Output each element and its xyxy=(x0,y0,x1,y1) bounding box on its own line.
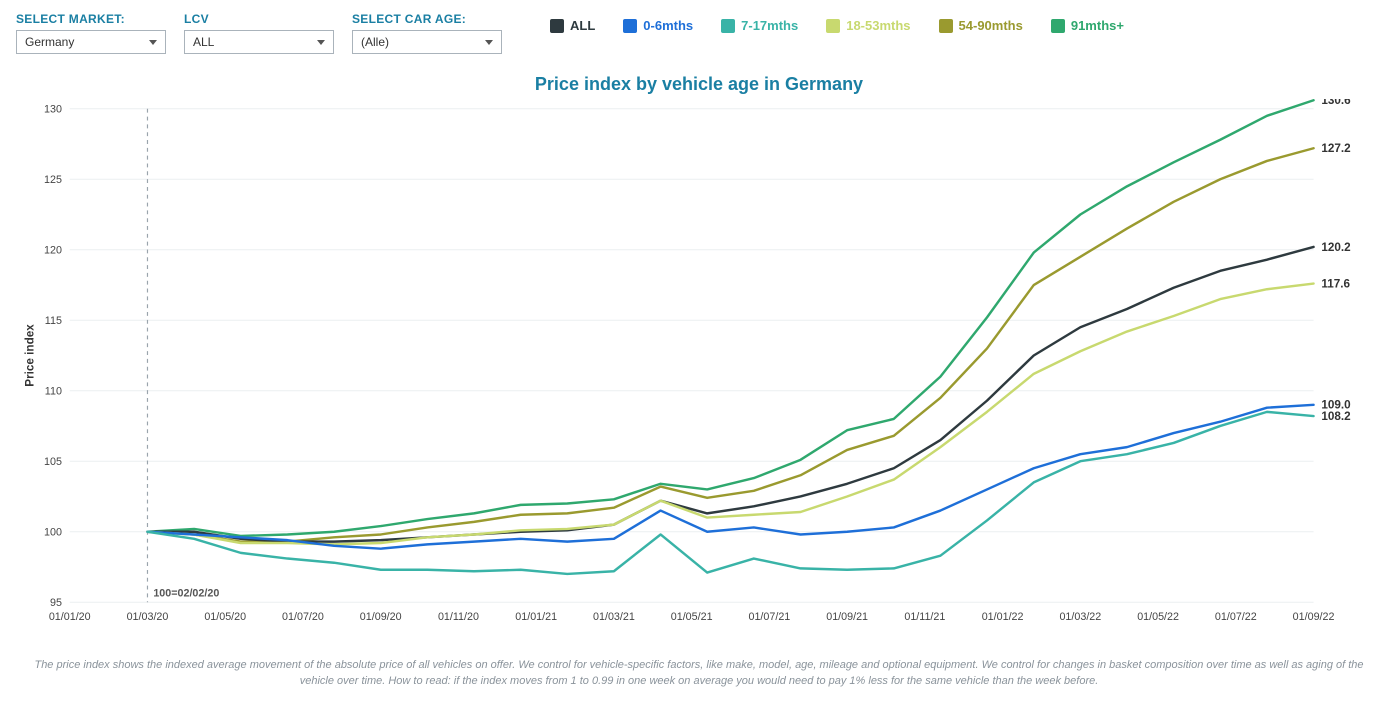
svg-text:01/11/20: 01/11/20 xyxy=(438,611,479,623)
car-age-value: (Alle) xyxy=(361,35,389,49)
market-control: SELECT MARKET: Germany xyxy=(16,12,166,54)
legend-item[interactable]: 0-6mths xyxy=(623,18,693,33)
end-label-m7_17: 108.2 xyxy=(1321,410,1351,423)
car-age-label: SELECT CAR AGE: xyxy=(352,12,502,26)
chevron-down-icon xyxy=(317,40,325,45)
market-label: SELECT MARKET: xyxy=(16,12,166,26)
svg-text:01/03/22: 01/03/22 xyxy=(1059,611,1101,623)
svg-text:01/09/22: 01/09/22 xyxy=(1293,611,1335,623)
chevron-down-icon xyxy=(485,40,493,45)
svg-text:01/09/21: 01/09/21 xyxy=(826,611,868,623)
end-label-m18_53: 117.6 xyxy=(1321,277,1350,290)
svg-text:01/11/21: 01/11/21 xyxy=(904,611,945,623)
legend-label: 54-90mths xyxy=(959,18,1023,33)
line-chart: 95 100 105 110 115 120 125 130 Price index 01/01/… xyxy=(16,99,1382,646)
market-dropdown[interactable]: Germany xyxy=(16,30,166,54)
svg-text:Price index: Price index xyxy=(24,324,37,387)
svg-text:01/09/20: 01/09/20 xyxy=(360,611,402,623)
svg-text:100=02/02/20: 100=02/02/20 xyxy=(153,587,219,599)
footnote-text: The price index shows the indexed averag… xyxy=(16,658,1382,689)
legend-swatch xyxy=(1051,19,1065,33)
lcv-dropdown[interactable]: ALL xyxy=(184,30,334,54)
legend-label: 18-53mths xyxy=(846,18,910,33)
lcv-label: LCV xyxy=(184,12,334,26)
svg-text:105: 105 xyxy=(44,456,62,468)
svg-text:110: 110 xyxy=(45,386,62,398)
legend-label: ALL xyxy=(570,18,595,33)
svg-text:01/01/20: 01/01/20 xyxy=(49,611,91,623)
svg-text:01/03/20: 01/03/20 xyxy=(127,611,169,623)
legend-swatch xyxy=(721,19,735,33)
svg-text:01/07/20: 01/07/20 xyxy=(282,611,324,623)
legend-item[interactable]: ALL xyxy=(550,18,595,33)
svg-text:100: 100 xyxy=(44,527,62,539)
legend-item[interactable]: 7-17mths xyxy=(721,18,798,33)
svg-text:01/01/21: 01/01/21 xyxy=(515,611,557,623)
lcv-value: ALL xyxy=(193,35,214,49)
series-m7_17 xyxy=(148,412,1314,574)
series-m91p xyxy=(148,100,1314,536)
series-m0_6 xyxy=(148,405,1314,549)
series-all xyxy=(148,247,1314,542)
chart-title: Price index by vehicle age in Germany xyxy=(16,74,1382,95)
car-age-control: SELECT CAR AGE: (Alle) xyxy=(352,12,502,54)
chevron-down-icon xyxy=(149,40,157,45)
legend-label: 0-6mths xyxy=(643,18,693,33)
legend-swatch xyxy=(939,19,953,33)
svg-text:01/05/22: 01/05/22 xyxy=(1137,611,1179,623)
end-label-m54_90: 127.2 xyxy=(1321,142,1351,155)
series-m18_53 xyxy=(148,284,1314,545)
legend-item[interactable]: 54-90mths xyxy=(939,18,1023,33)
chart-legend: ALL 0-6mths 7-17mths 18-53mths 54-90mths 91mt… xyxy=(550,12,1382,33)
end-label-all: 120.2 xyxy=(1321,241,1351,254)
svg-text:115: 115 xyxy=(45,315,62,327)
market-value: Germany xyxy=(25,35,74,49)
chart-area: 95 100 105 110 115 120 125 130 Price index 01/01/… xyxy=(16,99,1382,646)
legend-label: 7-17mths xyxy=(741,18,798,33)
legend-swatch xyxy=(826,19,840,33)
legend-label: 91mths+ xyxy=(1071,18,1124,33)
svg-text:95: 95 xyxy=(50,597,62,609)
legend-item[interactable]: 18-53mths xyxy=(826,18,910,33)
svg-text:01/07/22: 01/07/22 xyxy=(1215,611,1257,623)
legend-swatch xyxy=(550,19,564,33)
svg-text:01/05/21: 01/05/21 xyxy=(671,611,713,623)
svg-text:130: 130 xyxy=(44,104,62,116)
svg-text:01/07/21: 01/07/21 xyxy=(748,611,790,623)
svg-text:01/05/20: 01/05/20 xyxy=(204,611,246,623)
svg-text:120: 120 xyxy=(44,245,62,257)
svg-text:01/01/22: 01/01/22 xyxy=(982,611,1024,623)
lcv-control: LCV ALL xyxy=(184,12,334,54)
legend-swatch xyxy=(623,19,637,33)
svg-text:125: 125 xyxy=(44,174,62,186)
end-label-m91p: 130.6 xyxy=(1321,99,1351,107)
car-age-dropdown[interactable]: (Alle) xyxy=(352,30,502,54)
legend-item[interactable]: 91mths+ xyxy=(1051,18,1124,33)
svg-text:01/03/21: 01/03/21 xyxy=(593,611,635,623)
top-bar: SELECT MARKET: Germany LCV ALL SELECT CA… xyxy=(16,12,1382,54)
